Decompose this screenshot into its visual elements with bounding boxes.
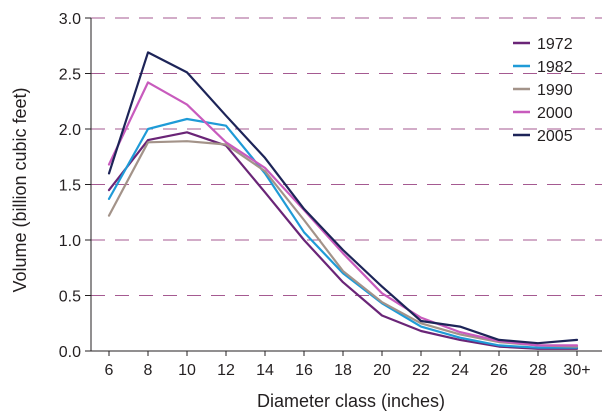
- x-tick-label: 28: [529, 362, 547, 379]
- legend-label-1982: 1982: [537, 59, 573, 76]
- series-line-1990: [107, 140, 579, 348]
- x-tick-label: 24: [451, 362, 469, 379]
- axes: 0.0 0.5 1.0 1.5 2.0 2.5 3.0 6 8 10 12 14 16 18 20 22 24 2…: [59, 11, 602, 379]
- x-tick-label: 16: [295, 362, 313, 379]
- y-tick-label: 2.0: [59, 122, 81, 139]
- legend: 1972 1982 1990 2000 2005: [513, 36, 573, 145]
- x-tick-label: 8: [144, 362, 153, 379]
- legend-label-1972: 1972: [537, 36, 573, 53]
- legend-label-1990: 1990: [537, 82, 573, 99]
- x-tick-label: 30+: [563, 362, 590, 379]
- series-line-2005: [107, 51, 579, 345]
- x-tick-label: 14: [256, 362, 274, 379]
- series-line-1972: [107, 131, 579, 350]
- y-tick-label: 1.0: [59, 233, 81, 250]
- legend-label-2000: 2000: [537, 105, 573, 122]
- x-tick-label: 22: [412, 362, 430, 379]
- series-lines: [107, 51, 579, 350]
- y-tick-label: 3.0: [59, 11, 81, 28]
- x-tick-label: 26: [490, 362, 508, 379]
- y-tick-label: 1.5: [59, 178, 81, 195]
- x-tick-label: 18: [334, 362, 352, 379]
- legend-label-2005: 2005: [537, 128, 573, 145]
- y-tick-label: 0.0: [59, 344, 81, 361]
- series-line-1982: [107, 117, 579, 349]
- x-tick-label: 6: [105, 362, 114, 379]
- x-axis-title: Diameter class (inches): [257, 391, 445, 411]
- gridlines: [91, 17, 602, 296]
- y-axis-title: Volume (billion cubic feet): [10, 87, 30, 292]
- y-tick-label: 0.5: [59, 289, 81, 306]
- y-tick-label: 2.5: [59, 67, 81, 84]
- x-tick-label: 20: [373, 362, 391, 379]
- x-tick-label: 12: [217, 362, 235, 379]
- x-tick-label: 10: [178, 362, 196, 379]
